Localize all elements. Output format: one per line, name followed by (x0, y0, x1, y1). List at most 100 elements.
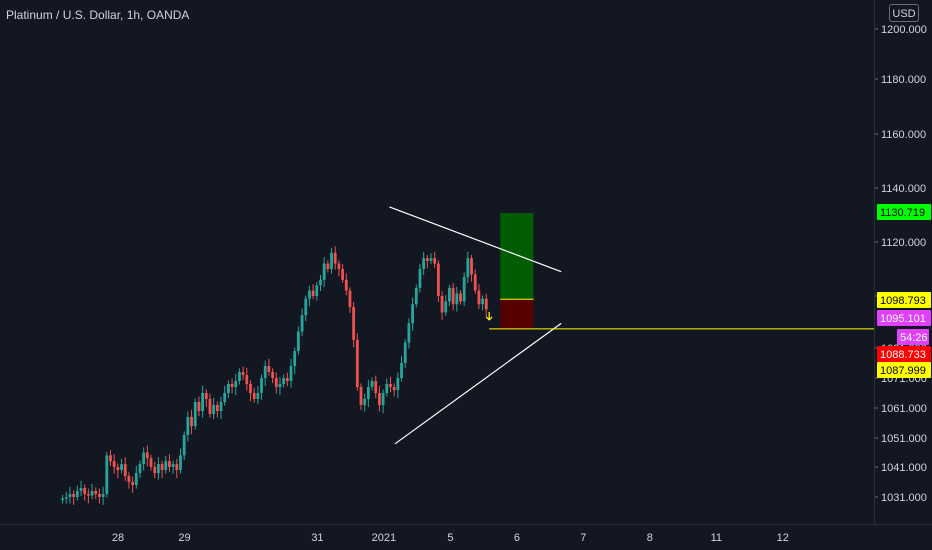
candle-body (116, 467, 120, 470)
candle-body (289, 366, 293, 381)
price-tick-label: 1051.000 (881, 433, 927, 445)
price-tick-label: 1061.000 (881, 403, 927, 415)
time-tick-label: 31 (311, 532, 323, 544)
candles (61, 246, 488, 505)
candle-body (164, 461, 168, 470)
candle-body (484, 298, 488, 310)
candle-body (193, 402, 197, 426)
candle-body (215, 405, 219, 411)
candle-body (201, 393, 204, 411)
candle-body (385, 384, 389, 393)
price-axis[interactable]: 1200.000 1180.000 1160.000 1140.000 1120.000… (874, 24, 927, 504)
candle-body (171, 464, 175, 467)
price-tags: 1130.719 1098.793 1095.101 54:26 1088.733 108… (877, 204, 931, 378)
candle-body (392, 387, 396, 390)
candle-body (98, 494, 101, 497)
candle-body (481, 298, 484, 305)
candle-body (64, 497, 68, 499)
loss-zone (500, 299, 534, 329)
time-tick-label: 12 (777, 532, 789, 544)
candle-body (94, 491, 98, 494)
candle-body (400, 363, 403, 378)
candle-body (304, 298, 308, 316)
candle-body (444, 301, 448, 313)
candle-body (252, 393, 256, 399)
candle-body (477, 290, 481, 305)
candle-body (322, 263, 326, 280)
candle-body (83, 488, 87, 494)
candle-body (190, 417, 193, 426)
price-tag-label: 1095.101 (880, 313, 926, 325)
candle-body (75, 491, 79, 497)
candle-body (403, 342, 407, 363)
candle-body (105, 455, 109, 494)
candle-body (153, 467, 157, 473)
candle-body (422, 258, 426, 269)
candle-body (433, 258, 437, 264)
candle-body (366, 387, 370, 399)
candle-body (378, 393, 381, 405)
currency-button[interactable]: USD (889, 4, 919, 22)
candle-body (149, 458, 153, 467)
signal-arrow-icon (485, 311, 493, 321)
candle-body (267, 366, 271, 372)
candle-body (389, 384, 392, 387)
candle-body (436, 263, 440, 296)
candle-body (466, 258, 470, 278)
support-trendline (394, 322, 562, 445)
price-tag-box (877, 292, 931, 308)
candle-body (300, 315, 304, 332)
candle-body (370, 381, 374, 387)
candle-body (112, 461, 116, 467)
candle-body (256, 393, 260, 399)
price-tag-label: 1130.719 (880, 207, 925, 219)
candle-body (455, 293, 459, 305)
candle-body (182, 435, 186, 456)
time-tick-label: 6 (514, 532, 520, 544)
candle-body (86, 494, 90, 496)
candle-body (274, 378, 278, 387)
price-tick-label: 1120.000 (881, 237, 926, 249)
candle-body (374, 381, 378, 393)
candle-body (293, 351, 297, 366)
candle-body (120, 464, 123, 470)
candle-body (72, 494, 76, 497)
candle-body (425, 258, 429, 261)
price-tag-box (877, 204, 931, 220)
candle-body (263, 366, 267, 378)
candle-body (197, 402, 201, 411)
price-tag-box (897, 329, 929, 345)
candle-body (418, 269, 422, 288)
candle-body (271, 372, 274, 378)
price-tick-label: 1160.000 (881, 129, 926, 141)
candle-body (285, 378, 289, 381)
drawing-lines[interactable] (389, 206, 874, 445)
candle-body (79, 488, 83, 491)
candle-body (429, 258, 433, 261)
price-tick-label: 1140.000 (881, 183, 926, 195)
candle-body (234, 381, 238, 387)
candle-body (359, 387, 363, 405)
position-zones[interactable] (500, 213, 534, 329)
candle-body (414, 287, 418, 305)
candle-body (226, 384, 230, 393)
candle-body (249, 384, 252, 393)
candle-body (396, 378, 400, 390)
candle-body (352, 306, 356, 340)
candle-body (160, 464, 164, 470)
price-tag-box (877, 346, 931, 362)
price-axis-border (874, 0, 875, 524)
candle-body (238, 372, 241, 381)
candle-body (473, 274, 477, 291)
candle-body (319, 279, 322, 286)
candle-body (134, 473, 138, 485)
price-tick-label: 1180.000 (881, 74, 926, 86)
candle-body (451, 287, 455, 305)
candle-body (138, 464, 142, 473)
time-axis[interactable]: 28 29 31 2021 5 6 7 8 11 12 (112, 532, 789, 544)
time-tick-label: 5 (447, 532, 453, 544)
candle-body (260, 378, 263, 393)
candle-body (109, 455, 112, 462)
candle-body (348, 290, 352, 307)
